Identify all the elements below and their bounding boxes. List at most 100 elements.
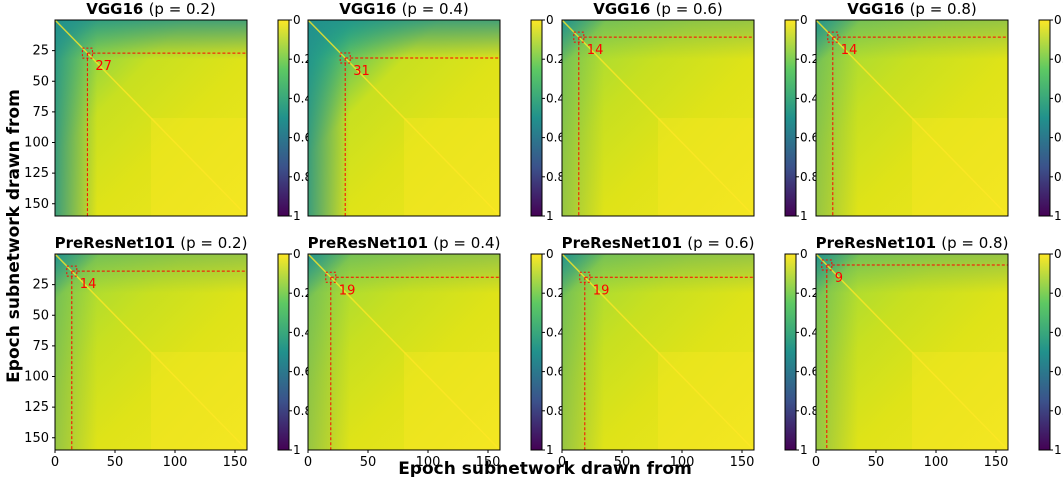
panel-title: VGG16 (p = 0.8): [847, 0, 977, 18]
y-tick-label: 150: [24, 197, 49, 212]
colorbar: [277, 253, 290, 451]
colorbar-tick-label: 1: [293, 443, 301, 457]
colorbar-tick-label: 0.2: [800, 52, 819, 66]
x-tick-label: 50: [360, 455, 377, 470]
x-tick-label: 150: [476, 455, 501, 470]
colorbar-tick-label: 0.8: [1054, 170, 1063, 184]
panel-frame: [561, 253, 755, 451]
colorbar-tick-label: 0: [1054, 13, 1062, 27]
x-tick-label: 150: [984, 455, 1009, 470]
marker-box: [66, 265, 78, 277]
marker-label: 31: [353, 64, 370, 79]
marker-box: [81, 47, 93, 59]
colorbar: [530, 19, 543, 217]
colorbar-tick-label: 0.4: [546, 325, 565, 339]
y-tick-label: 75: [32, 339, 49, 354]
panel-title: PreResNet101 (p = 0.8): [816, 234, 1009, 252]
colorbar-tick-label: 1: [546, 209, 554, 223]
colorbar-tick-label: 0.2: [1054, 52, 1063, 66]
colorbar-tick-label: 0.2: [546, 52, 565, 66]
marker-label: 14: [80, 277, 97, 292]
colorbar-tick-label: 0: [293, 13, 301, 27]
colorbar-tick-label: 0.6: [293, 131, 312, 145]
colorbar-tick-label: 0.4: [546, 91, 565, 105]
marker-label: 19: [593, 283, 610, 298]
colorbar-tick-label: 0.2: [546, 286, 565, 300]
heatmap-panel: 27 VGG16 (p = 0.2) 25 50 75 100 125 150 0 0.2 0.4 0…: [24, 0, 312, 223]
colorbar: [1038, 253, 1051, 451]
panel-frame: [307, 19, 501, 217]
colorbar-tick-label: 0: [800, 13, 808, 27]
panel-frame: [54, 253, 248, 451]
colorbar-tick-label: 0.4: [800, 325, 819, 339]
heatmap-diagonal: [815, 19, 1009, 217]
y-tick-label: 100: [24, 136, 49, 151]
panel-frame: [561, 19, 755, 217]
heatmap-top-band: [308, 20, 500, 60]
colorbar-tick-label: 0: [546, 247, 554, 261]
heatmap-panel: 14 VGG16 (p = 0.6) 0 0.2 0.4 0.6 0.8 1: [561, 0, 819, 223]
heatmap-top-band: [562, 254, 754, 294]
colorbar-tick-label: 0.8: [293, 404, 312, 418]
colorbar-tick-label: 0.2: [800, 286, 819, 300]
colorbar-tick-label: 0.6: [800, 365, 819, 379]
heatmap-panel: 19 PreResNet101 (p = 0.6) 0 50 100 150 0 0.2 0.4…: [558, 234, 819, 470]
colorbar-tick-label: 1: [800, 209, 808, 223]
marker-box: [325, 271, 337, 283]
y-tick-label: 125: [24, 166, 49, 181]
y-tick-label: 125: [24, 400, 49, 415]
panel-frame: [815, 19, 1009, 217]
colorbar-tick-label: 0.8: [293, 170, 312, 184]
panel-title: PreResNet101 (p = 0.2): [55, 234, 248, 252]
heatmap-panel: 14 VGG16 (p = 0.8) 0 0.2 0.4 0.6 0.8 1: [815, 0, 1063, 223]
x-tick-label: 50: [868, 455, 885, 470]
heatmap-panel: 19 PreResNet101 (p = 0.4) 0 50 100 150 0 0.2 0.4…: [304, 234, 565, 470]
colorbar: [1038, 19, 1051, 217]
colorbar: [277, 19, 290, 217]
colorbar-tick-label: 0.8: [800, 170, 819, 184]
heatmap-top-band: [308, 254, 500, 294]
heatmap-top-band: [816, 254, 1008, 294]
marker-label: 27: [95, 59, 112, 74]
panel-title: VGG16 (p = 0.2): [86, 0, 216, 18]
x-tick-label: 0: [304, 455, 312, 470]
colorbar-tick-label: 0.2: [1054, 286, 1063, 300]
marker-label: 14: [587, 43, 604, 58]
panel-frame: [815, 253, 1009, 451]
colorbar-tick-label: 0.6: [1054, 131, 1063, 145]
colorbar-tick-label: 0: [800, 247, 808, 261]
colorbar-tick-label: 0.8: [546, 170, 565, 184]
x-axis-label: Epoch subnetwork drawn from: [398, 459, 692, 477]
x-tick-label: 100: [416, 455, 441, 470]
colorbar-tick-label: 0.6: [1054, 365, 1063, 379]
marker-label: 19: [339, 283, 356, 298]
y-tick-label: 50: [32, 74, 49, 89]
x-tick-label: 50: [614, 455, 631, 470]
colorbar-tick-label: 0: [1054, 247, 1062, 261]
colorbar: [530, 253, 543, 451]
panel-title: PreResNet101 (p = 0.6): [562, 234, 755, 252]
colorbar-tick-label: 0: [293, 247, 301, 261]
colorbar-tick-label: 0.2: [293, 52, 312, 66]
x-tick-label: 150: [730, 455, 755, 470]
panel-frame: [307, 253, 501, 451]
x-tick-label: 50: [107, 455, 124, 470]
colorbar-tick-label: 0.6: [546, 365, 565, 379]
y-tick-label: 150: [24, 431, 49, 446]
x-tick-label: 0: [812, 455, 820, 470]
colorbar-tick-label: 0.6: [293, 365, 312, 379]
colorbar-tick-label: 0.4: [293, 325, 312, 339]
y-axis-label: Epoch subnetwork drawn from: [4, 89, 24, 383]
x-tick-label: 150: [223, 455, 248, 470]
colorbar-tick-label: 0: [546, 13, 554, 27]
heatmap-diagonal: [561, 253, 755, 451]
heatmap-diagonal: [561, 19, 755, 217]
marker-box: [579, 271, 591, 283]
colorbar-tick-label: 1: [546, 443, 554, 457]
y-tick-label: 25: [32, 44, 49, 59]
colorbar-tick-label: 0.8: [1054, 404, 1063, 418]
colorbar-tick-label: 1: [293, 209, 301, 223]
x-tick-label: 0: [558, 455, 566, 470]
panel-title: PreResNet101 (p = 0.4): [308, 234, 501, 252]
